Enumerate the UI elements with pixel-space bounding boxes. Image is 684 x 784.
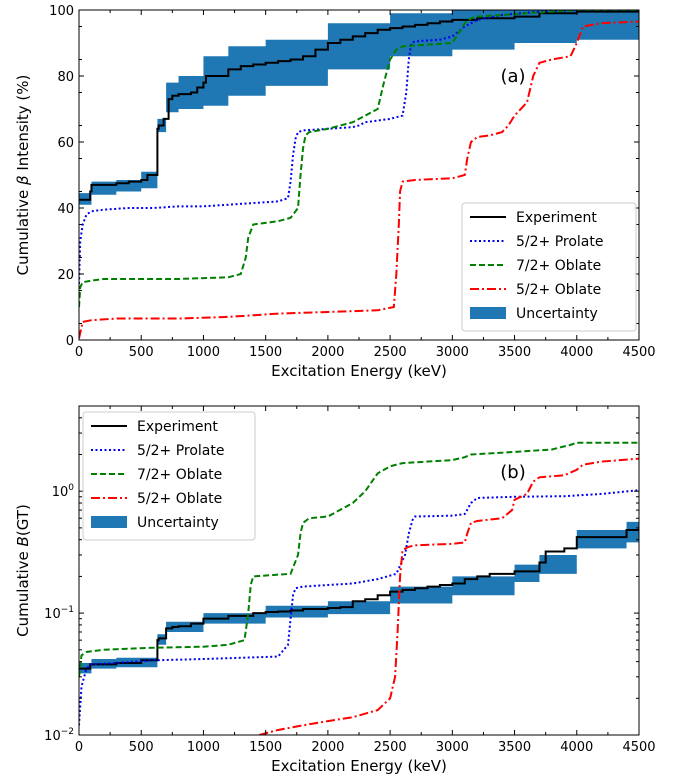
y-tick-label: 60	[57, 136, 74, 151]
x-tick-label: 2000	[311, 345, 344, 360]
x-tick-label: 0	[75, 740, 83, 755]
y-tick-label: 20	[57, 268, 74, 283]
legend-label: Experiment	[137, 419, 218, 435]
series-line-7-2-oblate	[79, 441, 639, 677]
x-tick-label: 4000	[560, 345, 593, 360]
plot-area	[79, 441, 639, 735]
y-tick-label: 10−2	[44, 727, 74, 744]
legend-box	[461, 202, 637, 332]
y-axis-label: Cumulative B(GT)	[14, 504, 32, 637]
y-axis-label: Cumulative β Intensity (%)	[14, 75, 32, 276]
y-tick-label: 10−1	[44, 605, 74, 622]
legend-swatch-uncertainty	[91, 516, 127, 528]
x-axis-label: Excitation Energy (keV)	[271, 757, 447, 775]
x-tick-label: 3500	[498, 740, 531, 755]
series-line-experiment	[79, 10, 639, 201]
legend-label: 5/2+ Oblate	[516, 282, 601, 298]
legend-label: 5/2+ Prolate	[516, 234, 604, 250]
y-tick-label: 40	[57, 202, 74, 217]
x-tick-label: 4500	[622, 740, 655, 755]
uncertainty-band	[79, 10, 639, 205]
x-tick-label: 1000	[187, 345, 220, 360]
x-tick-label: 3000	[436, 740, 469, 755]
series-line-experiment	[79, 529, 639, 670]
y-tick-label: 80	[57, 70, 74, 85]
panel-label: (a)	[500, 66, 525, 87]
x-axis-label: Excitation Energy (keV)	[271, 362, 447, 380]
series-line-7-2-oblate	[79, 10, 639, 308]
series-line-5-2-prolate	[79, 10, 639, 284]
legend-label: Experiment	[516, 210, 597, 226]
panel-a: 0 500 1000 1500 2000 2500 3000 3500 4000 4500 0 20 4…	[14, 4, 656, 380]
legend-label: 5/2+ Prolate	[137, 443, 225, 459]
y-tick-label: 100	[49, 4, 74, 19]
x-tick-label: 2500	[374, 740, 407, 755]
x-tick-label: 500	[129, 740, 154, 755]
series-line-5-2-oblate	[79, 20, 639, 339]
legend-label: 7/2+ Oblate	[516, 258, 601, 274]
panel-b: 0 500 1000 1500 2000 2500 3000 3500 4000 4500 10−2…	[14, 405, 656, 775]
y-tick-label: 100	[52, 483, 75, 500]
x-tick-label: 2000	[311, 740, 344, 755]
x-tick-label: 1500	[249, 345, 282, 360]
x-tick-label: 4000	[560, 740, 593, 755]
legend-label: Uncertainty	[137, 515, 219, 531]
legend: Experiment 5/2+ Prolate 7/2+ Oblate 5/2+ Ob…	[461, 202, 637, 332]
legend-swatch-uncertainty	[470, 307, 506, 319]
uncertainty-band	[79, 520, 639, 674]
x-tick-label: 3000	[436, 345, 469, 360]
legend-label: 7/2+ Oblate	[137, 467, 222, 483]
series-line-5-2-prolate	[79, 489, 639, 726]
legend: Experiment 5/2+ Prolate 7/2+ Oblate 5/2+ Ob…	[82, 411, 256, 541]
x-tick-label: 0	[75, 345, 83, 360]
y-tick-label: 0	[66, 334, 74, 349]
x-tick-label: 1500	[249, 740, 282, 755]
legend-box	[82, 411, 256, 541]
x-tick-label: 500	[129, 345, 154, 360]
legend-label: 5/2+ Oblate	[137, 491, 222, 507]
x-tick-label: 4500	[622, 345, 655, 360]
legend-label: Uncertainty	[516, 306, 598, 322]
x-tick-label: 1000	[187, 740, 220, 755]
panel-label: (b)	[500, 462, 525, 483]
plot-area	[79, 10, 639, 339]
x-tick-label: 2500	[374, 345, 407, 360]
x-tick-label: 3500	[498, 345, 531, 360]
